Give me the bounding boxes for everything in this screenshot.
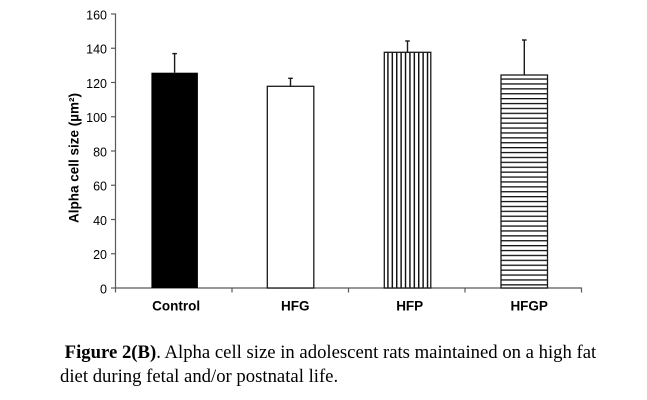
svg-text:0: 0 (100, 282, 107, 296)
svg-text:HFGP: HFGP (510, 298, 548, 313)
svg-text:40: 40 (93, 214, 107, 228)
svg-text:100: 100 (86, 111, 107, 125)
svg-text:20: 20 (93, 248, 107, 262)
svg-text:140: 140 (86, 43, 107, 57)
svg-text:HFP: HFP (396, 298, 423, 313)
svg-text:Alpha cell size (µm²): Alpha cell size (µm²) (67, 93, 82, 223)
svg-text:80: 80 (93, 145, 107, 159)
svg-text:60: 60 (93, 180, 107, 194)
svg-text:160: 160 (86, 8, 107, 22)
svg-text:HFG: HFG (281, 298, 310, 313)
svg-text:Control: Control (152, 298, 200, 313)
svg-text:120: 120 (86, 77, 107, 91)
